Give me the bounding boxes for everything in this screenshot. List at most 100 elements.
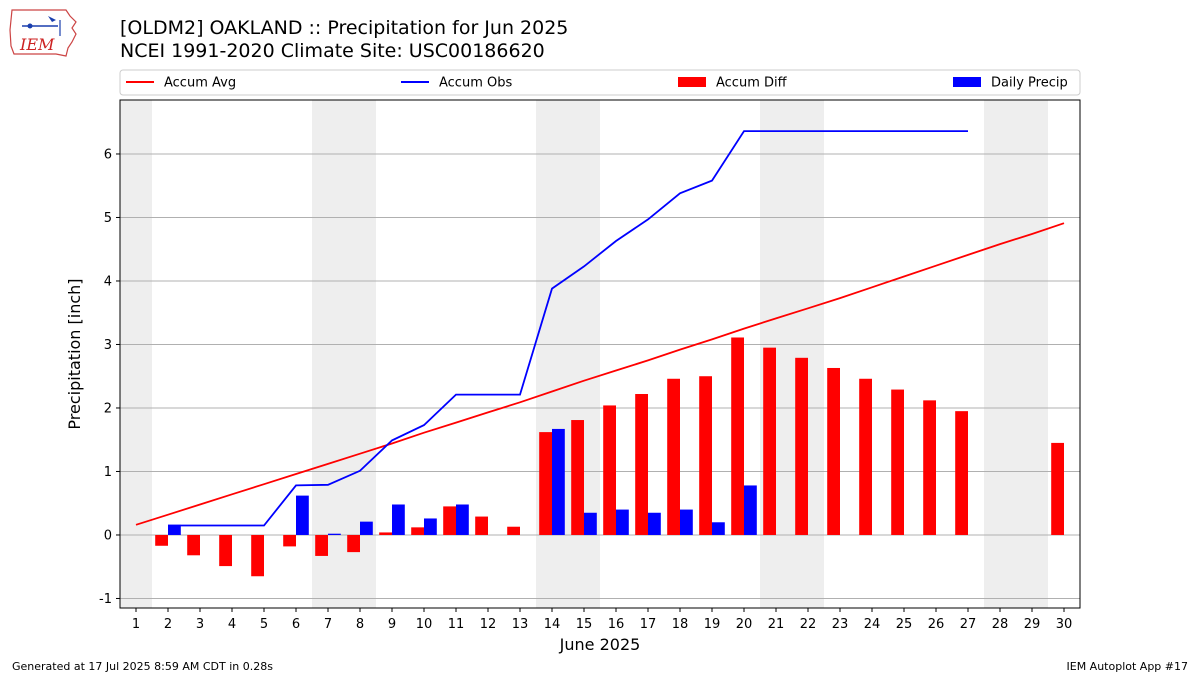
x-tick-label: 25 [896,617,913,632]
accum-diff-bar [155,534,168,546]
daily-precip-bar [456,504,469,535]
x-tick-label: 13 [512,617,529,632]
iem-logo: IEM [9,9,77,57]
accum-diff-bar [955,411,968,535]
accum-diff-bar [923,400,936,535]
x-tick-label: 22 [800,617,817,632]
wind-arrow-icon [48,16,56,22]
accum-diff-bar [347,534,360,553]
accum-diff-bar [251,534,264,577]
accum-diff-bar [699,376,712,535]
chart-title: [OLDM2] OAKLAND :: Precipitation for Jun… [120,17,569,39]
x-tick-label: 10 [416,617,433,632]
y-axis-label: Precipitation [inch] [65,278,84,429]
legend-swatch-daily-precip [953,77,981,87]
x-tick-label: 16 [608,617,625,632]
accum-diff-bar [219,534,232,567]
accum-diff-bar [603,405,616,535]
accum-diff-bar [667,378,680,535]
accum-diff-bar [891,389,904,535]
x-tick-label: 21 [768,617,785,632]
y-tick-label: 5 [104,211,112,226]
accum-obs-line [168,130,968,527]
app-label: IEM Autoplot App #17 [1066,660,1189,673]
accum-diff-bar [1051,442,1064,535]
x-tick-label: 15 [576,617,593,632]
accum-diff-bar [315,534,328,556]
x-tick-label: 23 [832,617,849,632]
daily-precip-bar [424,518,437,535]
daily-precip-bar [328,533,341,535]
daily-precip-bar [648,512,661,535]
daily-precip-bar [712,522,725,535]
accum-diff-bar [443,506,456,535]
accum-avg-line [135,222,1065,526]
x-axis-label: June 2025 [559,635,641,654]
y-tick-label: -1 [99,592,112,607]
y-tick-label: 3 [104,338,112,353]
x-tick-label: 3 [196,617,204,632]
weekend-band [120,100,152,608]
x-tick-label: 8 [356,617,364,632]
y-tick-label: 6 [104,147,112,162]
legend-label-accum-obs: Accum Obs [439,76,512,91]
accum-diff-bar [539,432,552,535]
accum-diff-bar [731,337,744,535]
accum-diff-bar [411,527,424,535]
x-tick-label: 18 [672,617,689,632]
x-tick-label: 19 [704,617,721,632]
x-tick-label: 24 [864,617,881,632]
x-tick-label: 20 [736,617,753,632]
daily-precip-bar [296,495,309,535]
x-tick-label: 9 [388,617,396,632]
accum-diff-bar [507,526,520,535]
daily-precip-bar [360,521,373,535]
x-tick-label: 17 [640,617,657,632]
accum-diff-bar [859,378,872,535]
legend-label-daily-precip: Daily Precip [991,76,1068,91]
x-tick-label: 28 [992,617,1009,632]
daily-precip-bar [552,428,565,535]
x-tick-label: 27 [960,617,977,632]
daily-precip-bar [584,512,597,535]
x-tick-label: 5 [260,617,268,632]
station-icon [27,23,33,29]
x-tick-label: 7 [324,617,332,632]
accum-diff-bar [763,347,776,535]
legend-label-accum-avg: Accum Avg [164,76,236,91]
legend-box [119,69,1081,96]
x-tick-label: 4 [228,617,236,632]
accum-diff-bar [379,532,392,535]
legend-swatch-accum-diff [678,77,706,87]
daily-precip-bar [392,504,405,535]
accum-diff-bar [475,516,488,535]
x-tick-label: 6 [292,617,300,632]
x-tick-label: 26 [928,617,945,632]
y-tick-label: 1 [104,465,112,480]
daily-precip-bar [744,485,757,535]
generated-timestamp: Generated at 17 Jul 2025 8:59 AM CDT in … [12,660,273,673]
daily-precip-bar [680,509,693,535]
x-tick-label: 29 [1024,617,1041,632]
x-tick-label: 30 [1056,617,1073,632]
accum-diff-bar [571,420,584,535]
logo-text: IEM [19,35,55,54]
x-tick-label: 2 [164,617,172,632]
accum-diff-bar [283,534,296,547]
y-tick-label: 0 [104,528,112,543]
accum-diff-bar [187,534,200,556]
chart-subtitle: NCEI 1991-2020 Climate Site: USC00186620 [120,40,545,62]
accum-diff-bar [795,357,808,535]
legend-label-accum-diff: Accum Diff [716,76,788,91]
y-tick-label: 4 [104,274,112,289]
x-tick-label: 11 [448,617,465,632]
y-tick-label: 2 [104,401,112,416]
x-tick-label: 14 [544,617,561,632]
x-tick-label: 1 [132,617,140,632]
plot-frame [119,99,1081,609]
accum-diff-bar [635,394,648,535]
daily-precip-bar [168,524,181,535]
x-tick-label: 12 [480,617,497,632]
daily-precip-bar [616,509,629,535]
